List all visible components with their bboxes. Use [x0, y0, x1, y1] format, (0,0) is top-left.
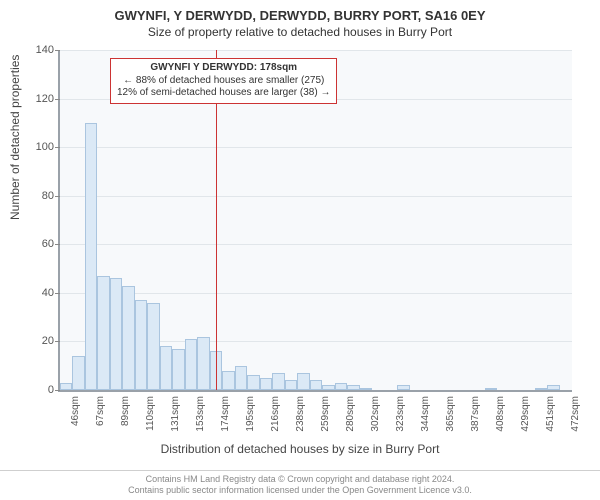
histogram-bar	[485, 388, 497, 390]
histogram-bar	[285, 380, 297, 390]
chart-title: GWYNFI, Y DERWYDD, DERWYDD, BURRY PORT, …	[0, 0, 600, 23]
chart-subtitle: Size of property relative to detached ho…	[0, 23, 600, 43]
xtick-label: 131sqm	[170, 396, 181, 446]
xtick-label: 153sqm	[195, 396, 206, 446]
xtick-label: 408sqm	[495, 396, 506, 446]
xtick-label: 387sqm	[470, 396, 481, 446]
histogram-bar	[397, 385, 409, 390]
annotation-box: GWYNFI Y DERWYDD: 178sqm ← 88% of detach…	[110, 58, 337, 104]
chart-footer: Contains HM Land Registry data © Crown c…	[0, 470, 600, 497]
xtick-label: 472sqm	[570, 396, 581, 446]
histogram-bar	[122, 286, 134, 390]
ytick-label: 60	[24, 238, 54, 250]
xtick-label: 174sqm	[220, 396, 231, 446]
histogram-bar	[222, 371, 234, 390]
ytick-label: 20	[24, 335, 54, 347]
annotation-line-1: ← 88% of detached houses are smaller (27…	[117, 75, 330, 88]
histogram-bar	[60, 383, 72, 390]
xtick-label: 365sqm	[445, 396, 456, 446]
histogram-bar	[247, 375, 259, 390]
xtick-label: 46sqm	[70, 396, 81, 446]
xtick-label: 344sqm	[420, 396, 431, 446]
histogram-bar	[260, 378, 272, 390]
plot-wrapper: GWYNFI Y DERWYDD: 178sqm ← 88% of detach…	[58, 50, 570, 390]
histogram-bar	[85, 123, 97, 390]
xtick-label: 451sqm	[545, 396, 556, 446]
xtick-label: 238sqm	[295, 396, 306, 446]
histogram-bar	[110, 278, 122, 390]
xtick-label: 429sqm	[520, 396, 531, 446]
histogram-bar	[360, 388, 372, 390]
annotation-line-2: 12% of semi-detached houses are larger (…	[117, 87, 330, 100]
histogram-bar	[97, 276, 109, 390]
histogram-bar	[172, 349, 184, 390]
ytick-label: 0	[24, 384, 54, 396]
xtick-label: 89sqm	[120, 396, 131, 446]
ytick-label: 40	[24, 287, 54, 299]
histogram-bar	[160, 346, 172, 390]
histogram-bar	[72, 356, 84, 390]
histogram-bar	[185, 339, 197, 390]
xtick-label: 67sqm	[95, 396, 106, 446]
xtick-label: 195sqm	[245, 396, 256, 446]
plot-area: GWYNFI Y DERWYDD: 178sqm ← 88% of detach…	[58, 50, 572, 392]
ytick-label: 140	[24, 44, 54, 56]
histogram-bar	[335, 383, 347, 390]
xtick-label: 323sqm	[395, 396, 406, 446]
histogram-bar	[297, 373, 309, 390]
histogram-bar	[535, 388, 547, 390]
xtick-label: 302sqm	[370, 396, 381, 446]
histogram-bar	[197, 337, 209, 390]
xtick-label: 259sqm	[320, 396, 331, 446]
histogram-bar	[235, 366, 247, 390]
histogram-bar	[322, 385, 334, 390]
footer-line-2: Contains public sector information licen…	[0, 485, 600, 496]
y-axis-label: Number of detached properties	[8, 55, 22, 220]
histogram-bar	[135, 300, 147, 390]
chart-container: GWYNFI, Y DERWYDD, DERWYDD, BURRY PORT, …	[0, 0, 600, 500]
histogram-bar	[272, 373, 284, 390]
xtick-label: 216sqm	[270, 396, 281, 446]
xtick-label: 280sqm	[345, 396, 356, 446]
histogram-bar	[547, 385, 559, 390]
x-axis-label: Distribution of detached houses by size …	[0, 442, 600, 456]
histogram-bar	[147, 303, 159, 390]
histogram-bar	[347, 385, 359, 390]
footer-line-1: Contains HM Land Registry data © Crown c…	[0, 474, 600, 485]
ytick-label: 100	[24, 141, 54, 153]
ytick-label: 120	[24, 93, 54, 105]
ytick-label: 80	[24, 190, 54, 202]
histogram-bar	[310, 380, 322, 390]
xtick-label: 110sqm	[145, 396, 156, 446]
annotation-title: GWYNFI Y DERWYDD: 178sqm	[117, 62, 330, 75]
